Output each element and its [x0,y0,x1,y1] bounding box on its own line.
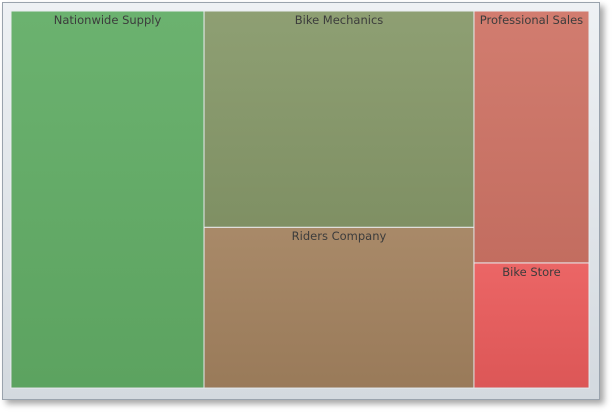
cell-label: Professional Sales [480,13,583,27]
cell-label: Bike Store [502,265,560,279]
cell-shade [204,227,474,388]
cell-shade [11,11,205,388]
cell-shade [473,262,589,388]
cell-label: Nationwide Supply [54,13,162,27]
cell-shade [204,11,474,228]
cell-label: Bike Mechanics [295,13,384,27]
cell-label: Riders Company [292,229,387,243]
cell-shade [473,11,589,263]
